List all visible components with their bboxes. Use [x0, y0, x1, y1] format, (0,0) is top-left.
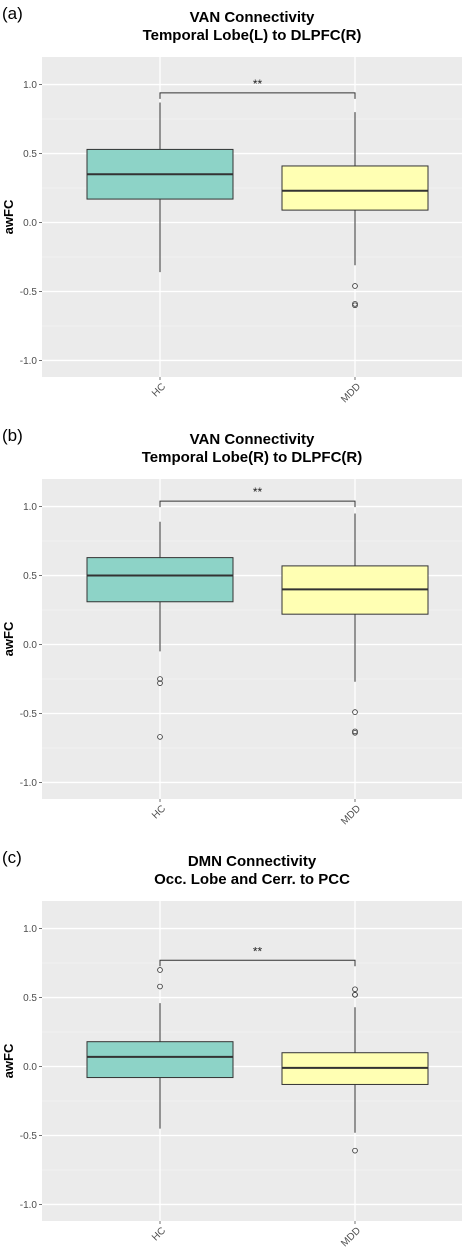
y-tick-label: -1.0	[20, 356, 38, 367]
chart-subtitle: Occ. Lobe and Cerr. to PCC	[154, 871, 350, 888]
x-tick-label: MDD	[339, 803, 363, 827]
significance-label: **	[253, 944, 263, 958]
significance-label: **	[253, 485, 263, 499]
chart-subtitle: Temporal Lobe(R) to DLPFC(R)	[142, 449, 363, 466]
outlier-point	[157, 734, 163, 740]
chart-title: VAN Connectivity	[190, 431, 315, 448]
y-tick-label: 0.0	[23, 218, 37, 229]
outlier-point	[352, 986, 358, 993]
box-mdd	[281, 986, 429, 1154]
box-mdd	[281, 112, 429, 309]
outlier-point	[157, 676, 163, 682]
box-iqr	[281, 165, 429, 211]
x-tick-label: MDD	[339, 1225, 363, 1249]
y-tick-label: 0.5	[23, 571, 37, 582]
panel-label: (c)	[2, 848, 22, 867]
y-tick-label: 0.0	[23, 1062, 37, 1073]
box-iqr	[86, 1041, 234, 1079]
outlier-point	[352, 1147, 358, 1154]
significance-bracket	[159, 92, 356, 99]
box-hc	[86, 967, 234, 1129]
panel-label: (b)	[2, 426, 23, 445]
outlier-point	[352, 302, 358, 309]
box-mdd	[281, 513, 429, 736]
y-axis-label: awFC	[1, 621, 16, 656]
y-tick-label: 0.5	[23, 993, 37, 1004]
y-tick-label: -1.0	[20, 1200, 38, 1211]
y-tick-label: -1.0	[20, 778, 38, 789]
x-tick-label: HC	[150, 1225, 168, 1243]
outlier-point	[352, 709, 358, 715]
chart-title: VAN Connectivity	[190, 9, 315, 26]
chart-subtitle: Temporal Lobe(L) to DLPFC(R)	[143, 27, 362, 44]
outlier-point	[352, 283, 358, 289]
x-tick-label: MDD	[339, 381, 363, 405]
box-hc	[86, 521, 234, 740]
box-iqr	[86, 557, 234, 603]
plot-background	[42, 57, 462, 377]
outlier-point	[352, 991, 358, 998]
box-hc	[86, 102, 234, 273]
x-tick-label: HC	[150, 381, 168, 399]
y-tick-label: 0.5	[23, 149, 37, 160]
y-tick-label: 0.0	[23, 640, 37, 651]
outlier-point	[352, 728, 358, 735]
y-tick-label: -0.5	[20, 287, 38, 298]
significance-bracket	[159, 959, 356, 967]
outlier-point	[157, 983, 163, 990]
outlier-point	[157, 680, 163, 686]
y-tick-label: 1.0	[23, 80, 37, 91]
x-tick-label: HC	[150, 803, 168, 821]
chart-title: DMN Connectivity	[188, 853, 317, 870]
y-tick-label: -0.5	[20, 1131, 38, 1142]
y-axis-label: awFC	[1, 199, 16, 234]
plot-background	[42, 479, 462, 799]
outlier-point	[157, 967, 163, 973]
y-tick-label: -0.5	[20, 709, 38, 720]
y-tick-label: 1.0	[23, 502, 37, 513]
significance-label: **	[253, 77, 263, 91]
panel-label: (a)	[2, 4, 23, 23]
y-axis-label: awFC	[1, 1043, 16, 1078]
significance-bracket	[159, 500, 356, 508]
y-tick-label: 1.0	[23, 924, 37, 935]
